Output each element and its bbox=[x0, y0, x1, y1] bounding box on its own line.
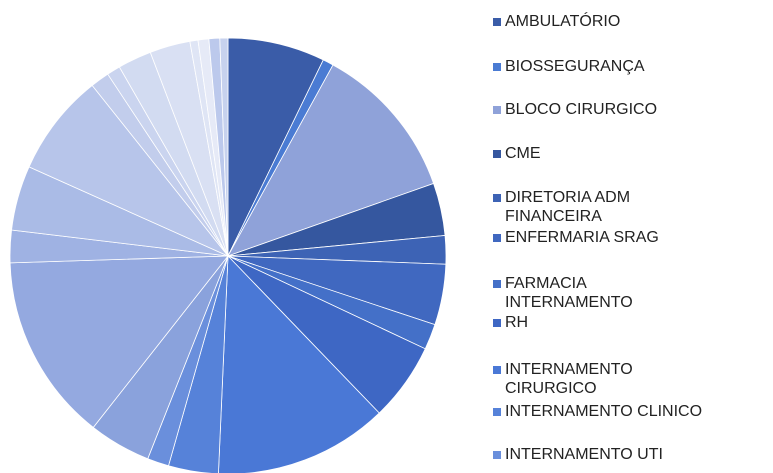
legend-swatch bbox=[493, 150, 501, 158]
legend-swatch bbox=[493, 194, 501, 202]
legend-entry: DIRETORIA ADM FINANCEIRA bbox=[492, 188, 665, 226]
legend-swatch bbox=[493, 106, 501, 114]
pie-slice bbox=[219, 37, 229, 257]
pie-slice bbox=[28, 84, 229, 257]
legend-entry: BLOCO CIRURGICO bbox=[492, 100, 695, 119]
legend-label: CME bbox=[505, 145, 541, 162]
legend-swatch bbox=[493, 319, 501, 327]
legend-label: RH bbox=[505, 314, 529, 331]
legend-label: INTERNAMENTO UTI bbox=[505, 446, 663, 463]
legend-label: BIOSSEGURANÇA bbox=[505, 58, 645, 75]
legend-entry: INTERNAMENTO CIRURGICO bbox=[492, 360, 665, 398]
legend-entry: ENFERMARIA SRAG bbox=[492, 228, 695, 247]
pie-slice bbox=[227, 64, 435, 257]
legend-label: AMBULATÓRIO bbox=[505, 13, 621, 30]
legend-label: ENFERMARIA SRAG bbox=[505, 229, 659, 246]
legend-swatch bbox=[493, 366, 501, 374]
legend-label: DIRETORIA ADM FINANCEIRA bbox=[505, 189, 631, 225]
legend-swatch bbox=[493, 234, 501, 242]
legend-label: INTERNAMENTO CIRURGICO bbox=[505, 361, 633, 397]
legend-entry: FARMACIA INTERNAMENTO bbox=[492, 274, 665, 312]
legend-entry: AMBULATÓRIO bbox=[492, 12, 695, 31]
legend-swatch bbox=[493, 408, 501, 416]
legend-swatch bbox=[493, 63, 501, 71]
legend-entry: INTERNAMENTO UTI bbox=[492, 445, 695, 464]
pie-slice bbox=[9, 255, 229, 428]
pie-slice bbox=[227, 37, 324, 257]
legend-swatch bbox=[493, 280, 501, 288]
legend-entry: RH bbox=[492, 313, 695, 332]
legend-swatch bbox=[493, 18, 501, 26]
legend-entry: CME bbox=[492, 144, 695, 163]
legend-label: BLOCO CIRURGICO bbox=[505, 101, 658, 118]
pie-slice bbox=[218, 255, 380, 473]
legend-entry: BIOSSEGURANÇA bbox=[492, 57, 695, 76]
legend-swatch bbox=[493, 451, 501, 459]
legend-entry: INTERNAMENTO CLINICO bbox=[492, 402, 773, 421]
legend-label: INTERNAMENTO CLINICO bbox=[505, 403, 703, 420]
legend-label: FARMACIA INTERNAMENTO bbox=[505, 275, 633, 311]
